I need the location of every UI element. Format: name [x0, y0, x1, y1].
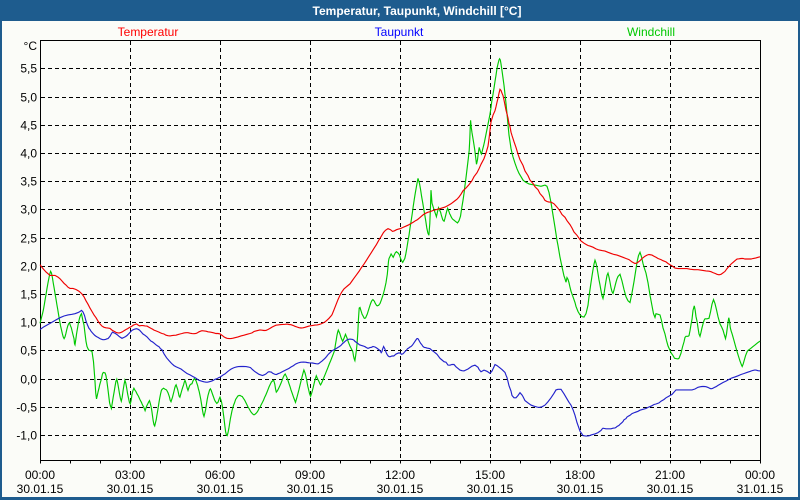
svg-text:30.01.15: 30.01.15 — [647, 482, 694, 496]
svg-text:30.01.15: 30.01.15 — [557, 482, 604, 496]
svg-text:21:00: 21:00 — [655, 468, 685, 482]
svg-text:2,0: 2,0 — [20, 260, 37, 274]
svg-text:1,5: 1,5 — [20, 288, 37, 302]
svg-text:5,5: 5,5 — [20, 62, 37, 76]
svg-text:09:00: 09:00 — [295, 468, 325, 482]
svg-text:30.01.15: 30.01.15 — [287, 482, 334, 496]
svg-text:-0,5: -0,5 — [16, 401, 37, 415]
svg-text:00:00: 00:00 — [745, 468, 775, 482]
svg-text:30.01.15: 30.01.15 — [467, 482, 514, 496]
svg-text:3,0: 3,0 — [20, 203, 37, 217]
svg-text:1,0: 1,0 — [20, 316, 37, 330]
svg-text:30.01.15: 30.01.15 — [107, 482, 154, 496]
svg-text:Temperatur, Taupunkt, Windchil: Temperatur, Taupunkt, Windchill [°C] — [313, 4, 522, 18]
svg-text:Temperatur: Temperatur — [118, 25, 179, 39]
svg-text:4,5: 4,5 — [20, 119, 37, 133]
svg-text:3,5: 3,5 — [20, 175, 37, 189]
svg-text:2,5: 2,5 — [20, 232, 37, 246]
svg-text:5,0: 5,0 — [20, 91, 37, 105]
svg-text:30.01.15: 30.01.15 — [197, 482, 244, 496]
svg-text:30.01.15: 30.01.15 — [17, 482, 64, 496]
svg-text:°C: °C — [24, 39, 38, 53]
svg-text:06:00: 06:00 — [205, 468, 235, 482]
svg-text:Taupunkt: Taupunkt — [375, 25, 424, 39]
svg-text:31.01.15: 31.01.15 — [737, 482, 784, 496]
svg-text:0,5: 0,5 — [20, 344, 37, 358]
svg-text:4,0: 4,0 — [20, 147, 37, 161]
svg-text:Windchill: Windchill — [627, 25, 675, 39]
svg-text:12:00: 12:00 — [385, 468, 415, 482]
svg-text:18:00: 18:00 — [565, 468, 595, 482]
svg-text:-1,0: -1,0 — [16, 429, 37, 443]
svg-text:30.01.15: 30.01.15 — [377, 482, 424, 496]
svg-text:00:00: 00:00 — [25, 468, 55, 482]
svg-text:0,0: 0,0 — [20, 373, 37, 387]
svg-text:15:00: 15:00 — [475, 468, 505, 482]
svg-text:03:00: 03:00 — [115, 468, 145, 482]
